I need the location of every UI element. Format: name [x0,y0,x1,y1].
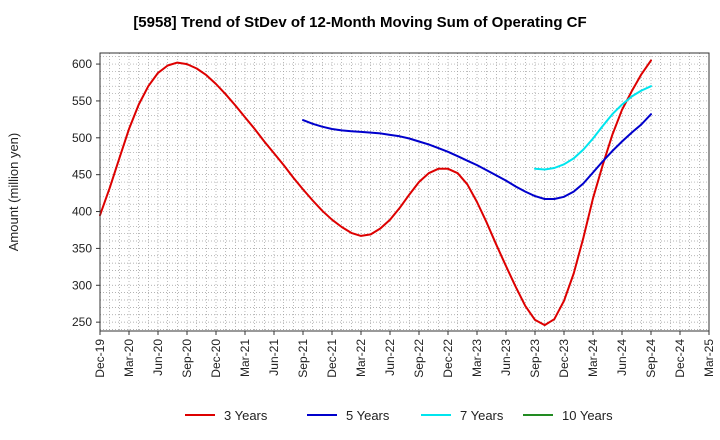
series-lines [99,59,652,327]
x-tick-label: Dec-21 [325,339,339,378]
grid [100,53,709,331]
chart-title: [5958] Trend of StDev of 12-Month Moving… [133,14,587,31]
x-axis-ticks: Dec-19 Mar-20 Jun-20 Sep-20 Dec-20 Mar-21 Jun-… [93,331,716,378]
legend-label: 5 Years [346,408,390,423]
x-tick-label: Mar-21 [238,339,252,377]
x-tick-label: Sep-23 [528,339,542,378]
x-tick-label: Mar-23 [470,339,484,377]
x-tick-label: Mar-22 [354,339,368,377]
x-tick-label: Mar-24 [586,339,600,377]
y-tick-label: 550 [72,94,92,108]
y-tick-label: 450 [72,168,92,182]
series-line-5-years [302,113,652,200]
y-tick-label: 600 [72,57,92,71]
y-axis-label: Amount (million yen) [6,133,21,252]
y-tick-label: 400 [72,205,92,219]
series-line-7-years [534,85,652,171]
x-tick-label: Sep-22 [412,339,426,378]
x-tick-label: Dec-19 [93,339,107,378]
x-tick-label: Sep-24 [644,339,658,378]
legend-label: 10 Years [562,408,613,423]
y-tick-label: 350 [72,241,92,255]
x-tick-label: Dec-22 [441,339,455,378]
legend-label: 7 Years [460,408,504,423]
x-tick-label: Jun-22 [383,339,397,376]
y-axis-ticks: 250 300 350 400 450 500 550 600 [72,57,100,329]
legend: 3 Years 5 Years 7 Years 10 Years [185,408,613,423]
x-tick-label: Jun-24 [615,339,629,376]
plot-area-frame [99,52,710,332]
x-tick-label: Jun-21 [267,339,281,376]
x-tick-label: Dec-23 [557,339,571,378]
y-tick-label: 500 [72,131,92,145]
x-tick-label: Jun-23 [499,339,513,376]
legend-label: 3 Years [224,408,268,423]
x-tick-label: Mar-20 [122,339,136,377]
series-line-3-years [99,59,652,327]
x-tick-label: Dec-24 [673,339,687,378]
x-tick-label: Sep-20 [180,339,194,378]
x-tick-label: Sep-21 [296,339,310,378]
x-tick-label: Jun-20 [151,339,165,376]
x-tick-label: Mar-25 [702,339,716,377]
y-tick-label: 300 [72,278,92,292]
y-tick-label: 250 [72,315,92,329]
x-tick-label: Dec-20 [209,339,223,378]
